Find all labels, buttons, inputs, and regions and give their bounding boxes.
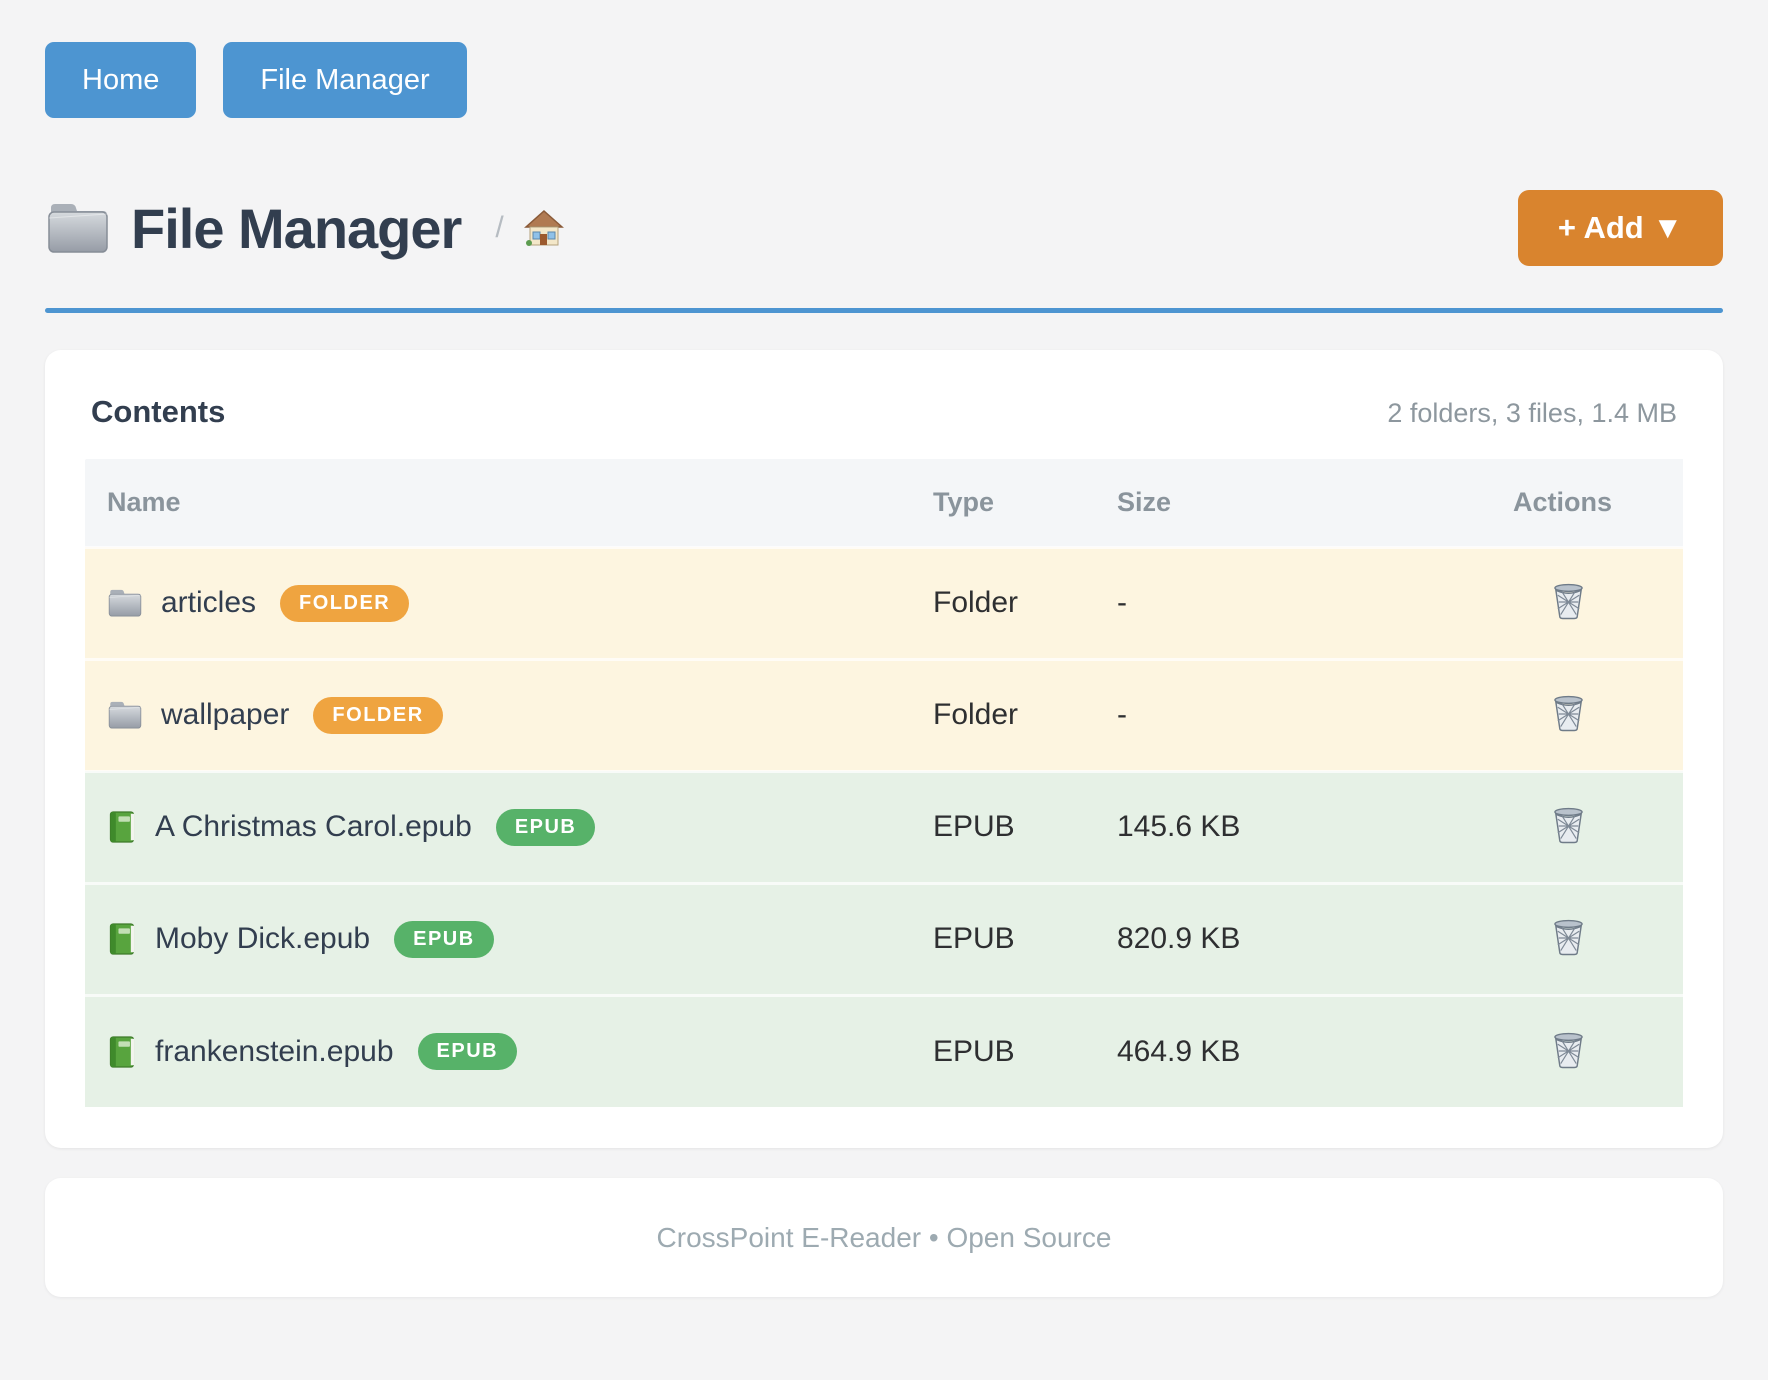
file-table-body: articles FOLDER Folder - wallpaper	[85, 545, 1683, 1107]
file-type: EPUB	[933, 993, 1117, 1107]
table-row[interactable]: wallpaper FOLDER Folder -	[85, 657, 1683, 771]
file-name[interactable]: A Christmas Carol.epub	[155, 810, 472, 843]
file-manager-button[interactable]: File Manager	[223, 42, 467, 118]
page-title: File Manager	[131, 196, 462, 260]
folder-icon	[45, 200, 111, 256]
file-name[interactable]: articles	[161, 586, 257, 619]
file-type: EPUB	[933, 881, 1117, 995]
file-type-badge: EPUB	[394, 920, 494, 958]
add-button[interactable]: + Add ▼	[1517, 190, 1723, 266]
contents-card: Contents 2 folders, 3 files, 1.4 MB Name…	[45, 350, 1723, 1148]
file-name[interactable]: wallpaper	[161, 698, 290, 731]
file-manager-page: Home File Manager File Manager / + Add ▼…	[45, 42, 1723, 1297]
file-size: 820.9 KB	[1117, 881, 1453, 995]
row-folder-icon	[107, 587, 143, 619]
footer: CrossPoint E-Reader • Open Source	[45, 1178, 1723, 1297]
file-type-badge: FOLDER	[280, 584, 410, 622]
column-header-type: Type	[933, 459, 1117, 547]
table-row[interactable]: A Christmas Carol.epub EPUB EPUB 145.6 K…	[85, 769, 1683, 883]
delete-button[interactable]	[1547, 689, 1590, 739]
page-header: File Manager / + Add ▼	[45, 190, 1723, 266]
column-header-size: Size	[1117, 459, 1453, 547]
file-size: 145.6 KB	[1117, 769, 1453, 883]
file-type-badge: EPUB	[495, 808, 596, 846]
breadcrumb-separator: /	[495, 211, 504, 244]
file-type-badge: EPUB	[417, 1033, 518, 1071]
contents-title: Contents	[91, 394, 226, 429]
column-header-actions: Actions	[1453, 459, 1683, 547]
title-wrap: File Manager /	[45, 196, 564, 261]
file-table: Name Type Size Actions articles FOLDER F…	[85, 459, 1683, 1107]
file-table-head: Name Type Size Actions	[85, 459, 1683, 547]
row-epub-book-icon	[107, 921, 137, 957]
column-header-name: Name	[85, 459, 933, 547]
file-type-badge: FOLDER	[313, 696, 443, 734]
home-button[interactable]: Home	[45, 42, 197, 118]
file-type: Folder	[933, 545, 1117, 659]
delete-button[interactable]	[1547, 913, 1590, 963]
footer-text: CrossPoint E-Reader • Open Source	[656, 1221, 1112, 1253]
top-nav: Home File Manager	[45, 42, 1723, 118]
title-divider	[45, 308, 1723, 313]
table-row[interactable]: articles FOLDER Folder -	[85, 545, 1683, 659]
trash-icon	[1553, 807, 1584, 845]
file-size: -	[1117, 657, 1453, 771]
file-type: Folder	[933, 657, 1117, 771]
file-name[interactable]: Moby Dick.epub	[155, 922, 371, 955]
file-size: 464.9 KB	[1117, 993, 1453, 1107]
contents-summary: 2 folders, 3 files, 1.4 MB	[1387, 398, 1677, 428]
table-row[interactable]: frankenstein.epub EPUB EPUB 464.9 KB	[85, 993, 1683, 1107]
row-epub-book-icon	[107, 809, 137, 845]
trash-icon	[1553, 1032, 1584, 1070]
delete-button[interactable]	[1547, 1026, 1590, 1076]
trash-icon	[1553, 919, 1584, 957]
delete-button[interactable]	[1547, 801, 1590, 851]
delete-button[interactable]	[1547, 577, 1590, 627]
row-epub-book-icon	[107, 1034, 137, 1070]
trash-icon	[1553, 695, 1584, 733]
contents-card-header: Contents 2 folders, 3 files, 1.4 MB	[85, 394, 1683, 430]
file-name[interactable]: frankenstein.epub	[155, 1034, 394, 1068]
row-folder-icon	[107, 699, 143, 731]
file-size: -	[1117, 545, 1453, 659]
table-row[interactable]: Moby Dick.epub EPUB EPUB 820.9 KB	[85, 881, 1683, 995]
home-breadcrumb-icon[interactable]	[524, 209, 564, 247]
trash-icon	[1553, 583, 1584, 621]
file-type: EPUB	[933, 769, 1117, 883]
